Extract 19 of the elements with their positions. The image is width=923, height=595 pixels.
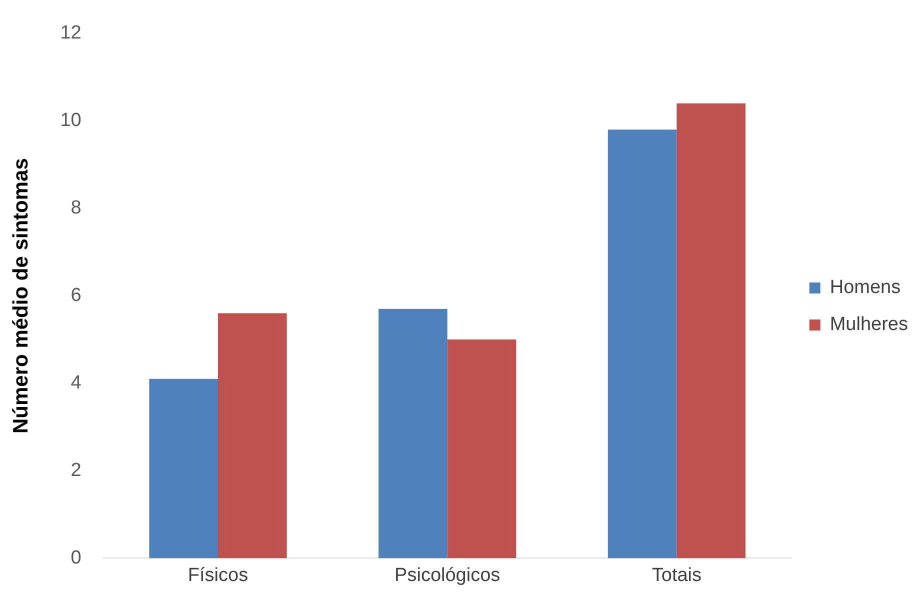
x-tick-label: Psicológicos xyxy=(394,564,500,586)
bar xyxy=(676,103,746,558)
legend-label: Homens xyxy=(830,277,901,298)
x-tick-label: Físicos xyxy=(188,564,248,586)
y-tick-label: 12 xyxy=(60,22,82,44)
y-tick-label: 2 xyxy=(70,460,82,481)
y-axis-title: Número médio de sintomas xyxy=(9,158,32,434)
y-tick-label: 10 xyxy=(60,110,82,132)
bar xyxy=(447,340,516,558)
bar xyxy=(218,313,287,558)
x-tick-label: Totais xyxy=(652,564,702,586)
bar xyxy=(378,308,448,558)
y-tick-label: 0 xyxy=(70,547,82,568)
y-tick-label: 8 xyxy=(70,198,82,219)
bar xyxy=(608,130,677,558)
y-tick-label: 4 xyxy=(70,372,82,394)
bar xyxy=(149,378,218,558)
y-tick-label: 6 xyxy=(70,285,82,306)
legend-label: Mulheres xyxy=(830,314,908,336)
